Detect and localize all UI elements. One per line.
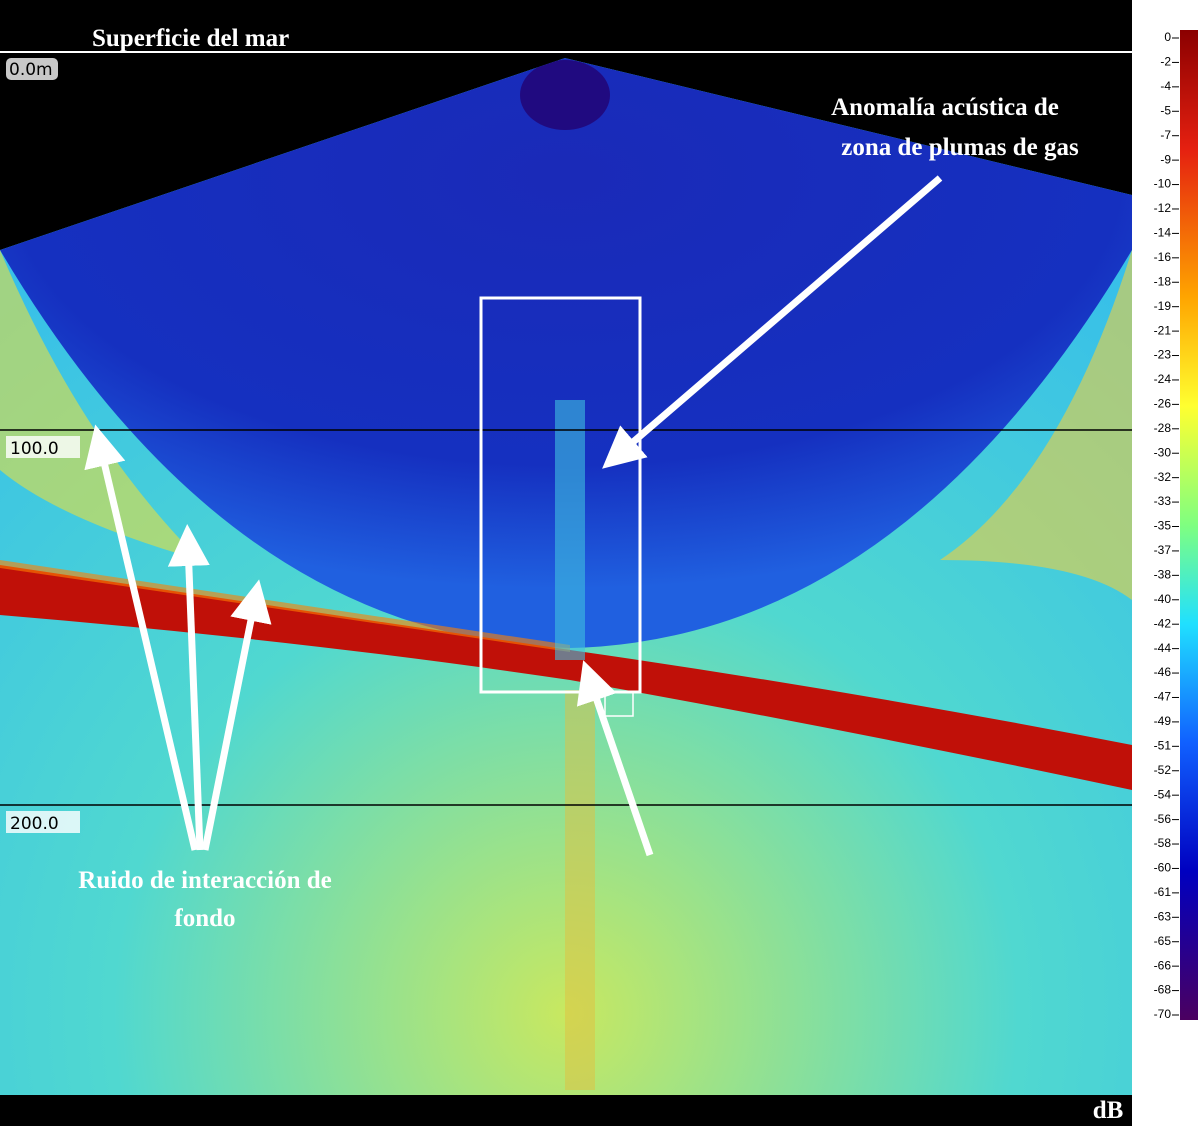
depth-label-bg (6, 58, 58, 80)
colorbar-label: -32 (1154, 470, 1172, 484)
colorbar-label: -2 (1160, 55, 1171, 69)
depth-label: 0.0m (9, 60, 53, 80)
colorbar-label: -52 (1154, 763, 1172, 777)
colorbar-label: -9 (1160, 152, 1171, 166)
arrows (84, 175, 943, 857)
colorbar-label: -47 (1154, 690, 1172, 704)
colorbar-label: -44 (1154, 641, 1172, 655)
colorbar-label: -5 (1160, 103, 1171, 117)
colorbar-label: -49 (1154, 714, 1172, 728)
colorbar-label: -18 (1154, 274, 1172, 288)
depth-label-bg (6, 436, 80, 458)
colorbar-label: -58 (1154, 836, 1172, 850)
colorbar-label: -66 (1154, 958, 1172, 972)
colorbar-label: -46 (1154, 665, 1172, 679)
colorbar-label: -56 (1154, 812, 1172, 826)
colorbar-label: -68 (1154, 983, 1172, 997)
colorbar-label: -7 (1160, 128, 1171, 142)
colorbar-label: -16 (1154, 250, 1172, 264)
colorbar-label: -40 (1154, 592, 1172, 606)
annotation: fondo (174, 905, 235, 932)
colorbar-label: -30 (1154, 445, 1172, 459)
annotation: Ruido de interacción de (78, 867, 331, 894)
colorbar-label: -51 (1154, 738, 1172, 752)
colorbar-label: 0 (1164, 30, 1171, 44)
colorbar-label: -70 (1154, 1007, 1172, 1021)
colorbar-label: -26 (1154, 397, 1172, 411)
colorbar-label: -24 (1154, 372, 1172, 386)
colorbar-label: -38 (1154, 568, 1172, 582)
colorbar-label: -28 (1154, 421, 1172, 435)
depth-label: 100.0 (10, 439, 59, 459)
colorbar (1180, 30, 1198, 1020)
colorbar-label: -12 (1154, 201, 1172, 215)
colorbar-label: -19 (1154, 299, 1172, 313)
colorbar-label: -63 (1154, 909, 1172, 923)
colorbar-label: -60 (1154, 861, 1172, 875)
colorbar-label: -42 (1154, 616, 1172, 630)
colorbar-label: -37 (1154, 543, 1172, 557)
colorbar-unit: dB (1093, 1097, 1124, 1124)
colorbar-label: -35 (1154, 519, 1172, 533)
sonar-fan (0, 58, 1132, 1095)
colorbar-label: -14 (1154, 226, 1172, 240)
colorbar-label: -54 (1154, 787, 1172, 801)
depth-label: 200.0 (10, 814, 59, 834)
title: Superficie del mar (92, 25, 289, 52)
depth-label-bg (6, 811, 80, 833)
colorbar-label: -33 (1154, 494, 1172, 508)
colorbar-label: -21 (1154, 323, 1172, 337)
annotation: Anomalía acústica de (831, 94, 1059, 121)
colorbar-label: -23 (1154, 348, 1172, 362)
colorbar-label: -4 (1160, 79, 1171, 93)
colorbar-label: -61 (1154, 885, 1172, 899)
colorbar-label: -10 (1154, 177, 1172, 191)
annotation: zona de plumas de gas (841, 134, 1079, 161)
plume-box (479, 296, 642, 694)
colorbar-label: -65 (1154, 934, 1172, 948)
